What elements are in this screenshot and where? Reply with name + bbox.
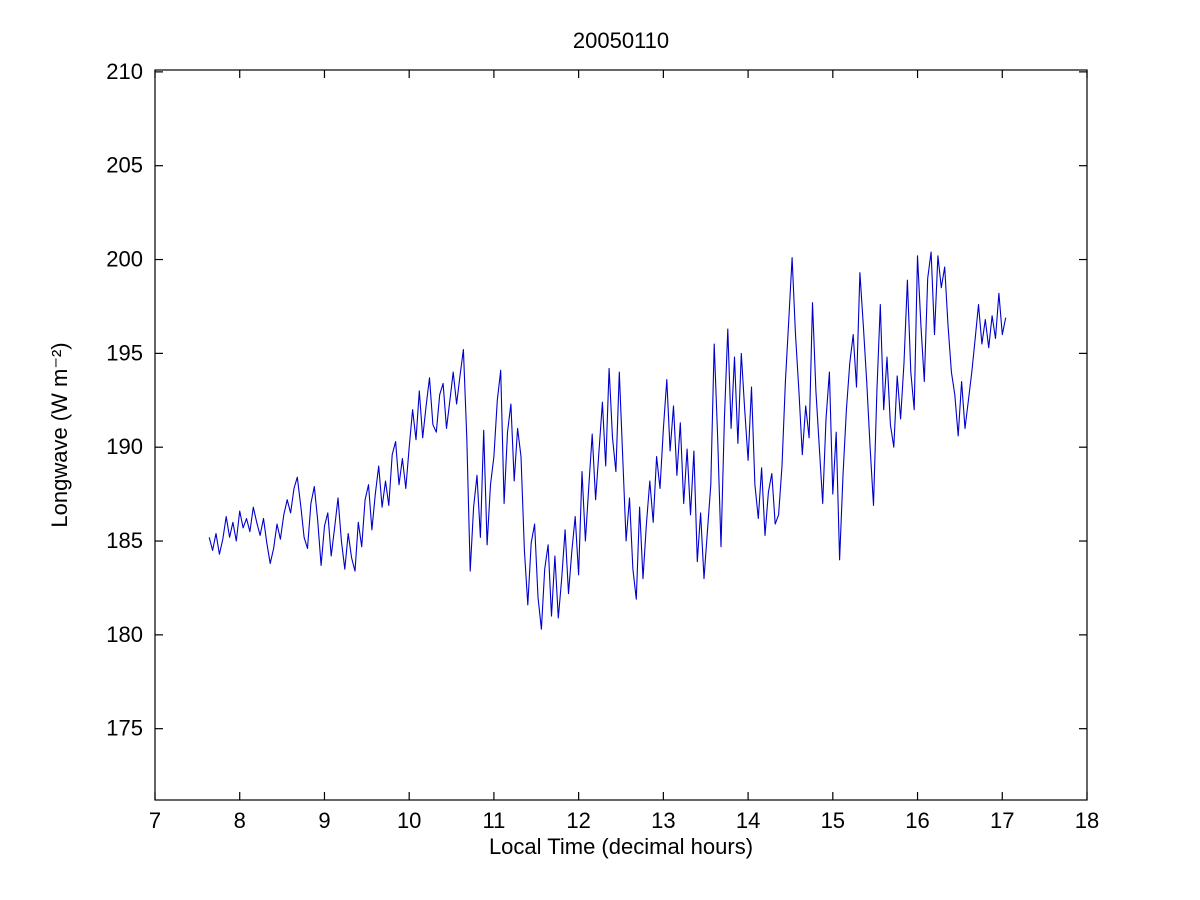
x-tick-label: 13 (651, 808, 675, 833)
y-tick-label: 180 (106, 622, 143, 647)
x-tick-label: 14 (736, 808, 760, 833)
x-tick-label: 17 (990, 808, 1014, 833)
x-tick-label: 15 (821, 808, 845, 833)
y-tick-label: 205 (106, 153, 143, 178)
y-tick-label: 210 (106, 59, 143, 84)
y-tick-label: 195 (106, 340, 143, 365)
x-tick-label: 8 (234, 808, 246, 833)
axis-frame (154, 69, 1088, 801)
data-line-longwave (208, 251, 1007, 630)
y-tick-label: 200 (106, 247, 143, 272)
x-tick-label: 16 (905, 808, 929, 833)
x-axis-label: Local Time (decimal hours) (488, 834, 754, 859)
x-tick-label: 18 (1075, 808, 1099, 833)
x-tick-label: 10 (397, 808, 421, 833)
x-tick-label: 12 (566, 808, 590, 833)
chart-title: 20050110 (572, 28, 670, 53)
x-tick-label: 9 (318, 808, 330, 833)
y-tick-label: 185 (106, 528, 143, 553)
x-tick-label: 7 (149, 808, 161, 833)
y-tick-label: 190 (106, 434, 143, 459)
x-tick-label: 11 (482, 808, 505, 833)
y-tick-label: 175 (106, 716, 143, 741)
y-axis-label: Longwave (W m⁻²) (47, 342, 72, 528)
